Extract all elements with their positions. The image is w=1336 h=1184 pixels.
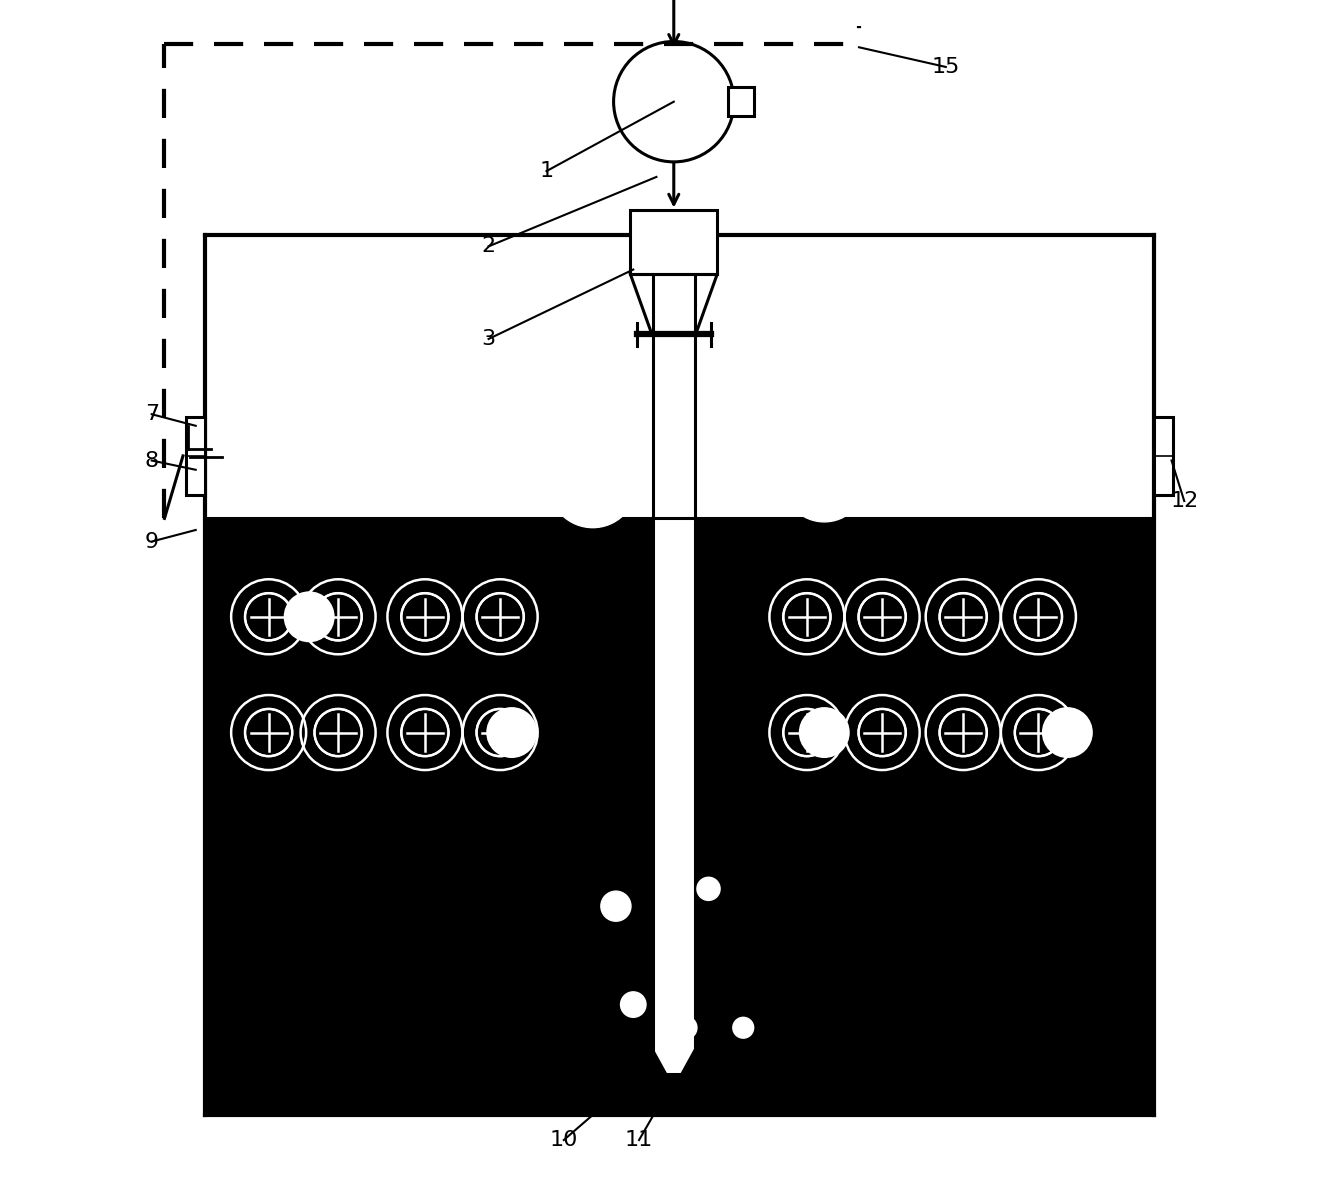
Circle shape [244, 709, 293, 757]
Circle shape [1015, 709, 1062, 757]
Bar [187, 417, 204, 495]
Circle shape [283, 591, 334, 642]
Circle shape [697, 877, 720, 900]
Text: 9: 9 [144, 532, 159, 552]
Circle shape [783, 709, 831, 757]
Circle shape [477, 593, 524, 641]
Text: 15: 15 [931, 57, 961, 77]
Circle shape [859, 593, 906, 641]
Text: 3: 3 [481, 329, 496, 349]
Circle shape [783, 593, 831, 641]
Circle shape [1042, 707, 1093, 758]
Circle shape [673, 1016, 697, 1040]
Text: 8: 8 [144, 451, 159, 470]
Circle shape [486, 707, 537, 758]
Circle shape [401, 709, 449, 757]
Circle shape [314, 709, 362, 757]
Circle shape [601, 892, 631, 921]
Text: 12: 12 [1170, 491, 1198, 511]
Circle shape [799, 707, 850, 758]
Bar [1154, 417, 1173, 495]
Polygon shape [631, 275, 717, 334]
Circle shape [620, 992, 647, 1017]
Circle shape [1015, 593, 1062, 641]
Circle shape [859, 709, 906, 757]
Bar [728, 88, 754, 116]
Circle shape [783, 438, 866, 522]
Text: 11: 11 [625, 1130, 653, 1150]
Bar [631, 211, 717, 275]
Circle shape [314, 593, 362, 641]
Circle shape [401, 593, 449, 641]
Circle shape [939, 709, 987, 757]
Text: 7: 7 [144, 404, 159, 424]
Circle shape [244, 593, 293, 641]
Text: 10: 10 [549, 1130, 578, 1150]
Circle shape [549, 439, 637, 528]
Text: 1: 1 [540, 161, 553, 181]
Circle shape [613, 41, 733, 162]
Circle shape [733, 1017, 754, 1038]
Text: 2: 2 [481, 237, 496, 257]
Text: 6: 6 [1124, 612, 1138, 632]
Polygon shape [653, 1051, 695, 1074]
Circle shape [477, 709, 524, 757]
Circle shape [939, 593, 987, 641]
